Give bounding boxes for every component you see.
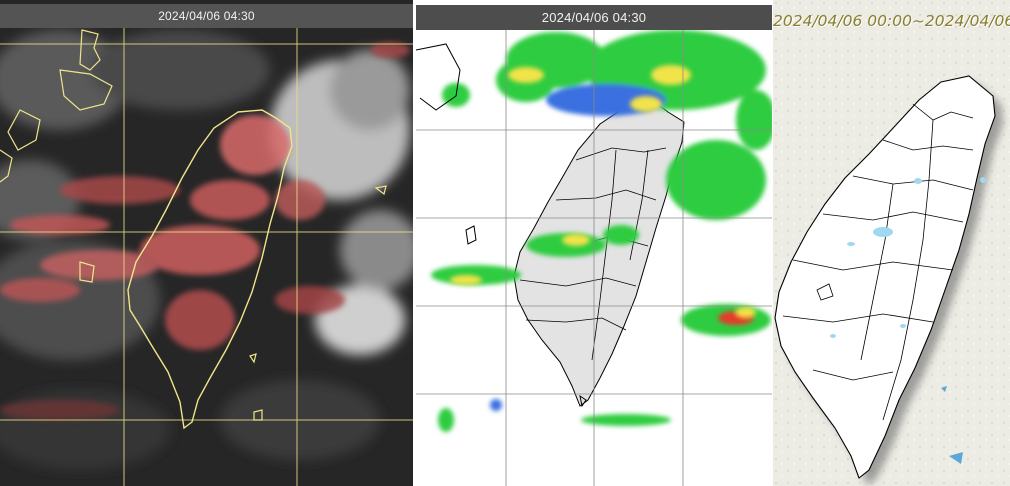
satellite-timestamp: 2024/04/06 04:30 bbox=[0, 4, 413, 28]
rainfall-panel: 2024/04/06 00:00~2024/04/06 04:30 bbox=[773, 0, 1010, 486]
satellite-image bbox=[0, 0, 413, 486]
satellite-grid bbox=[0, 28, 413, 486]
radar-grid bbox=[416, 30, 772, 486]
radar-strong-echoes bbox=[450, 65, 756, 325]
rainfall-taiwan-land bbox=[774, 75, 996, 479]
radar-echoes bbox=[431, 30, 772, 432]
radar-coast bbox=[416, 43, 587, 408]
red-clouds bbox=[0, 42, 410, 420]
rainfall-county-borders bbox=[782, 103, 974, 421]
radar-image bbox=[416, 0, 772, 486]
islands bbox=[0, 29, 387, 421]
rainfall-period: 2024/04/06 00:00~2024/04/06 04:30 bbox=[773, 12, 1010, 30]
rainfall-image bbox=[773, 0, 1010, 486]
radar-timestamp: 2024/04/06 04:30 bbox=[416, 5, 772, 30]
satellite-panel: 2024/04/06 04:30 bbox=[0, 0, 413, 486]
rainfall-offshore-islands bbox=[941, 386, 963, 464]
rainfall-spots bbox=[830, 177, 986, 338]
radar-panel: 2024/04/06 04:30 bbox=[416, 0, 772, 486]
taiwan-coastline bbox=[127, 109, 293, 430]
